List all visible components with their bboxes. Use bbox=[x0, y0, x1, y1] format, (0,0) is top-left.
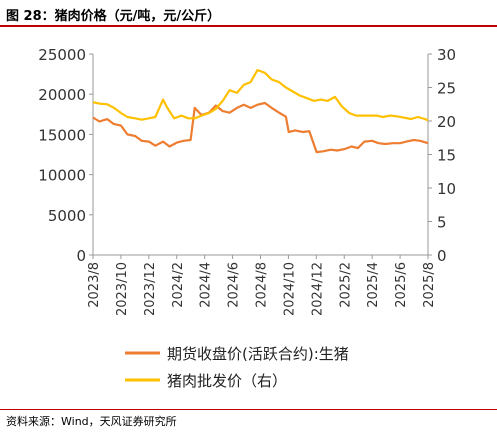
series-line-1 bbox=[92, 101, 429, 154]
x-tick-label: 2024/6 bbox=[227, 262, 242, 308]
x-tick-label: 2023/12 bbox=[143, 262, 158, 316]
right-y-tick-label: 10 bbox=[437, 180, 456, 198]
x-tick-label: 2025/6 bbox=[394, 262, 409, 308]
x-tick-label: 2024/12 bbox=[310, 262, 325, 316]
x-tick-label: 2024/2 bbox=[171, 262, 186, 308]
x-tick-label: 2024/8 bbox=[255, 262, 270, 308]
x-tick-label: 2024/10 bbox=[282, 262, 297, 316]
legend-label-2: 猪肉批发价（右） bbox=[167, 372, 287, 390]
left-y-tick-label: 15000 bbox=[38, 126, 86, 144]
x-tick-label: 2023/10 bbox=[115, 262, 130, 316]
legend-label-1: 期货收盘价(活跃合约):生猪 bbox=[167, 345, 349, 363]
title-divider bbox=[0, 25, 497, 27]
left-y-tick-label: 5000 bbox=[48, 207, 86, 225]
right-y-tick-label: 0 bbox=[437, 247, 447, 265]
x-tick-label: 2025/4 bbox=[366, 262, 381, 308]
x-tick-label: 2025/8 bbox=[422, 262, 437, 308]
x-tick-label: 2024/4 bbox=[199, 262, 214, 308]
right-y-tick-label: 20 bbox=[437, 113, 456, 131]
pork-price-chart: 0 5000 10000 15000 20000 25000 0 5 10 15 20 25 30 202… bbox=[38, 46, 456, 390]
right-y-tick-label: 5 bbox=[437, 214, 447, 232]
right-y-tick-label: 15 bbox=[437, 147, 456, 165]
left-y-tick-label: 10000 bbox=[38, 167, 86, 185]
series-line-2 bbox=[92, 68, 429, 122]
left-y-tick-label: 25000 bbox=[38, 46, 86, 64]
left-y-tick-label: 0 bbox=[76, 247, 86, 265]
right-y-tick-label: 25 bbox=[437, 80, 456, 98]
source-note: 资料来源：Wind，天风证券研究所 bbox=[6, 415, 177, 428]
x-tick-label: 2023/8 bbox=[87, 262, 102, 308]
figure-title: 图 28：猪肉价格（元/吨，元/公斤） bbox=[6, 9, 221, 24]
source-divider bbox=[0, 409, 497, 410]
right-y-tick-label: 30 bbox=[437, 46, 456, 64]
x-tick-label: 2025/2 bbox=[338, 262, 353, 308]
left-y-tick-label: 20000 bbox=[38, 86, 86, 104]
